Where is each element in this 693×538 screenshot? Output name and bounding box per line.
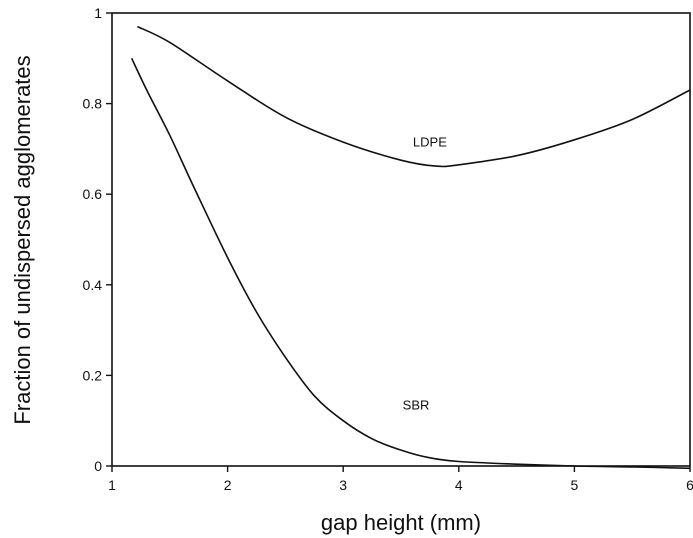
y-tick-label: 0.6 [83, 186, 103, 202]
series-layer [130, 25, 691, 470]
x-tick-label: 2 [224, 477, 232, 493]
y-axis-title: Fraction of undispersed agglomerates [10, 55, 35, 424]
plot-frame [111, 12, 691, 467]
x-tick-label: 1 [108, 477, 116, 493]
series-label-sbr: SBR [403, 397, 430, 412]
x-tick-label: 6 [686, 477, 693, 493]
annotation-layer: LDPE SBR [403, 135, 448, 413]
y-tick-label: 1 [94, 5, 102, 21]
y-tick-label: 0.2 [83, 367, 103, 383]
y-tick-label: 0 [94, 458, 102, 474]
y-axis-ticks: 0 0.2 0.4 0.6 0.8 1 [83, 5, 112, 474]
series-label-ldpe: LDPE [413, 135, 447, 150]
y-tick-label: 0.4 [83, 277, 103, 293]
x-axis-title: gap height (mm) [321, 510, 481, 535]
x-tick-label: 3 [339, 477, 347, 493]
x-axis-ticks: 1 2 3 4 5 6 [108, 466, 693, 493]
x-tick-label: 5 [571, 477, 579, 493]
y-tick-label: 0.8 [83, 96, 103, 112]
x-tick-label: 4 [455, 477, 463, 493]
series-line-sbr [130, 57, 691, 470]
series-line-ldpe [137, 25, 691, 168]
